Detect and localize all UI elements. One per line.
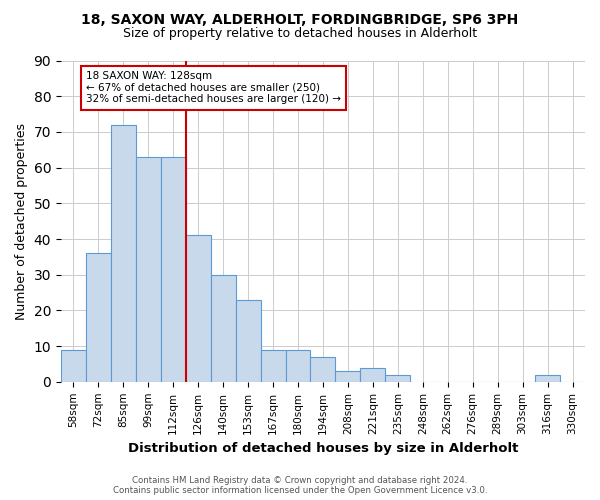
Bar [161,157,185,382]
Bar [136,157,161,382]
Text: 18 SAXON WAY: 128sqm
← 67% of detached houses are smaller (250)
32% of semi-deta: 18 SAXON WAY: 128sqm ← 67% of detached h… [86,71,341,104]
Bar [361,368,385,382]
Bar [185,236,211,382]
Bar [111,125,136,382]
Bar [236,300,260,382]
Bar [385,374,410,382]
Text: Size of property relative to detached houses in Alderholt: Size of property relative to detached ho… [123,28,477,40]
Y-axis label: Number of detached properties: Number of detached properties [15,122,28,320]
Bar [61,350,86,382]
Bar [211,274,236,382]
Text: Contains HM Land Registry data © Crown copyright and database right 2024.
Contai: Contains HM Land Registry data © Crown c… [113,476,487,495]
Bar [86,254,111,382]
Bar [286,350,310,382]
X-axis label: Distribution of detached houses by size in Alderholt: Distribution of detached houses by size … [128,442,518,455]
Bar [535,374,560,382]
Text: 18, SAXON WAY, ALDERHOLT, FORDINGBRIDGE, SP6 3PH: 18, SAXON WAY, ALDERHOLT, FORDINGBRIDGE,… [82,12,518,26]
Bar [310,357,335,382]
Bar [260,350,286,382]
Bar [335,371,361,382]
